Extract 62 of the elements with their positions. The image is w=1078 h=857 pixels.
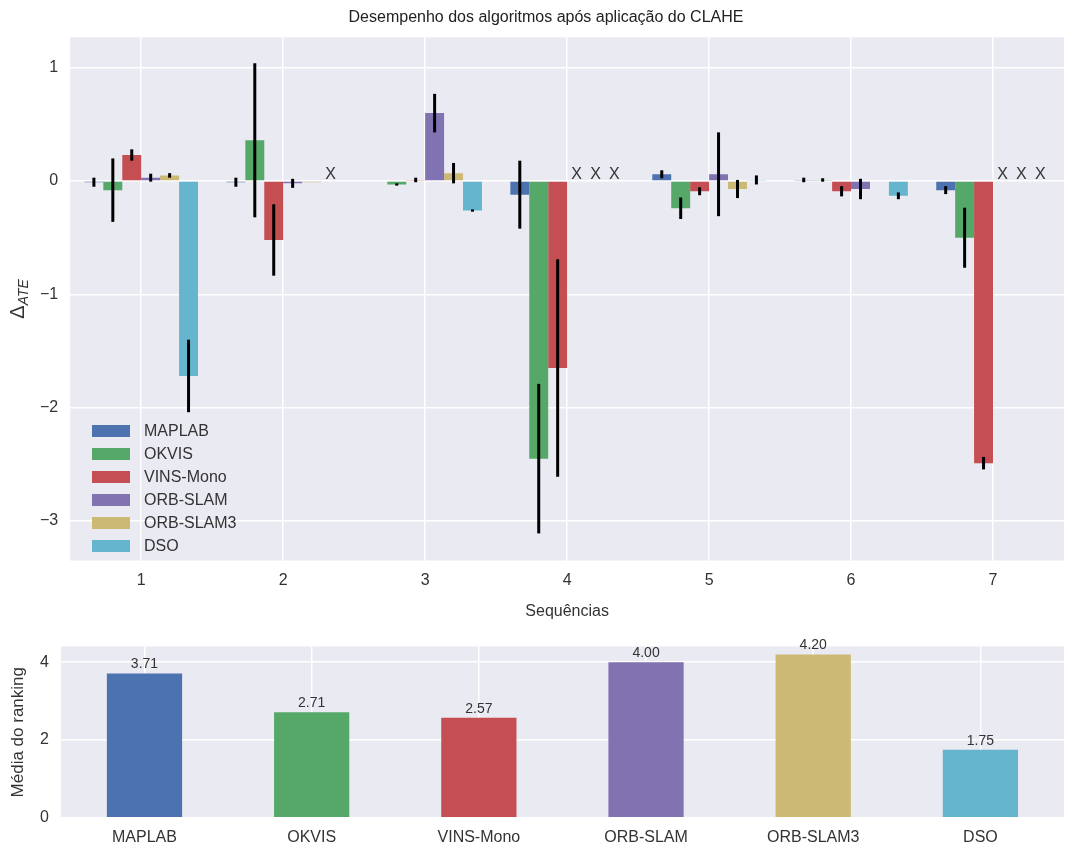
bar	[671, 181, 691, 209]
x-axis-title: Sequências	[525, 601, 609, 619]
annotation: X	[609, 165, 621, 183]
bar	[775, 654, 851, 818]
bar	[425, 113, 445, 181]
legend-label: DSO	[144, 536, 179, 555]
data-label: 1.75	[966, 731, 995, 748]
x-tick-label: ORB-SLAM3	[766, 827, 860, 845]
annotation: X	[1016, 165, 1028, 183]
legend-label: ORB-SLAM3	[144, 513, 237, 532]
x-tick-label: 6	[846, 570, 856, 588]
legend-label: ORB-SLAM	[144, 490, 228, 509]
x-tick-label: 1	[136, 570, 146, 588]
bar	[264, 181, 284, 240]
bar	[106, 673, 183, 818]
y-tick-label: −1	[39, 284, 59, 302]
bar	[942, 749, 1019, 818]
bar	[548, 181, 568, 369]
y-tick-label: 0	[49, 171, 59, 189]
bar	[160, 175, 180, 181]
x-tick-label: 2	[278, 570, 288, 588]
bar	[441, 717, 517, 818]
x-tick-label: 7	[988, 570, 998, 588]
y-axis-title: ΔATE	[5, 278, 31, 319]
bar	[122, 155, 142, 181]
annotation: X	[1035, 165, 1046, 183]
x-tick-label: 4	[562, 570, 572, 588]
annotation: X	[997, 165, 1009, 183]
y-tick-label: 2	[39, 730, 49, 748]
x-tick-label: DSO	[963, 827, 998, 845]
y-tick-label: −3	[39, 511, 59, 529]
annotation: X	[325, 165, 337, 183]
data-label: 2.57	[465, 699, 493, 716]
y-tick-label: 4	[39, 652, 49, 670]
data-label: 2.71	[298, 694, 326, 711]
y-tick-label: −2	[39, 398, 59, 416]
annotation: X	[571, 165, 583, 183]
x-tick-label: OKVIS	[287, 827, 337, 845]
data-label: 4.00	[632, 644, 660, 661]
chart-title: Desempenho dos algoritmos após aplicação do CLAHE	[348, 8, 744, 26]
data-label: 4.20	[799, 636, 828, 653]
x-tick-label: MAPLAB	[112, 827, 177, 845]
y-axis-title: Média do ranking	[7, 666, 27, 798]
bar	[274, 712, 350, 818]
bar	[529, 181, 549, 459]
legend-label: OKVIS	[144, 444, 193, 463]
bar	[888, 181, 908, 196]
bar	[179, 181, 199, 376]
bar	[463, 181, 482, 211]
x-tick-label: 3	[420, 570, 430, 588]
x-tick-label: ORB-SLAM	[604, 827, 688, 845]
x-tick-label: VINS-Mono	[437, 827, 521, 845]
legend-label: VINS-Mono	[144, 467, 227, 486]
x-tick-label: 5	[704, 570, 714, 588]
data-label: 3.71	[130, 655, 159, 672]
annotation: X	[590, 165, 602, 183]
bar	[608, 662, 684, 818]
y-tick-label: 0	[39, 808, 49, 826]
bar	[955, 181, 975, 238]
y-tick-label: 1	[49, 58, 59, 76]
bar	[974, 181, 994, 464]
legend-label: MAPLAB	[144, 421, 209, 440]
